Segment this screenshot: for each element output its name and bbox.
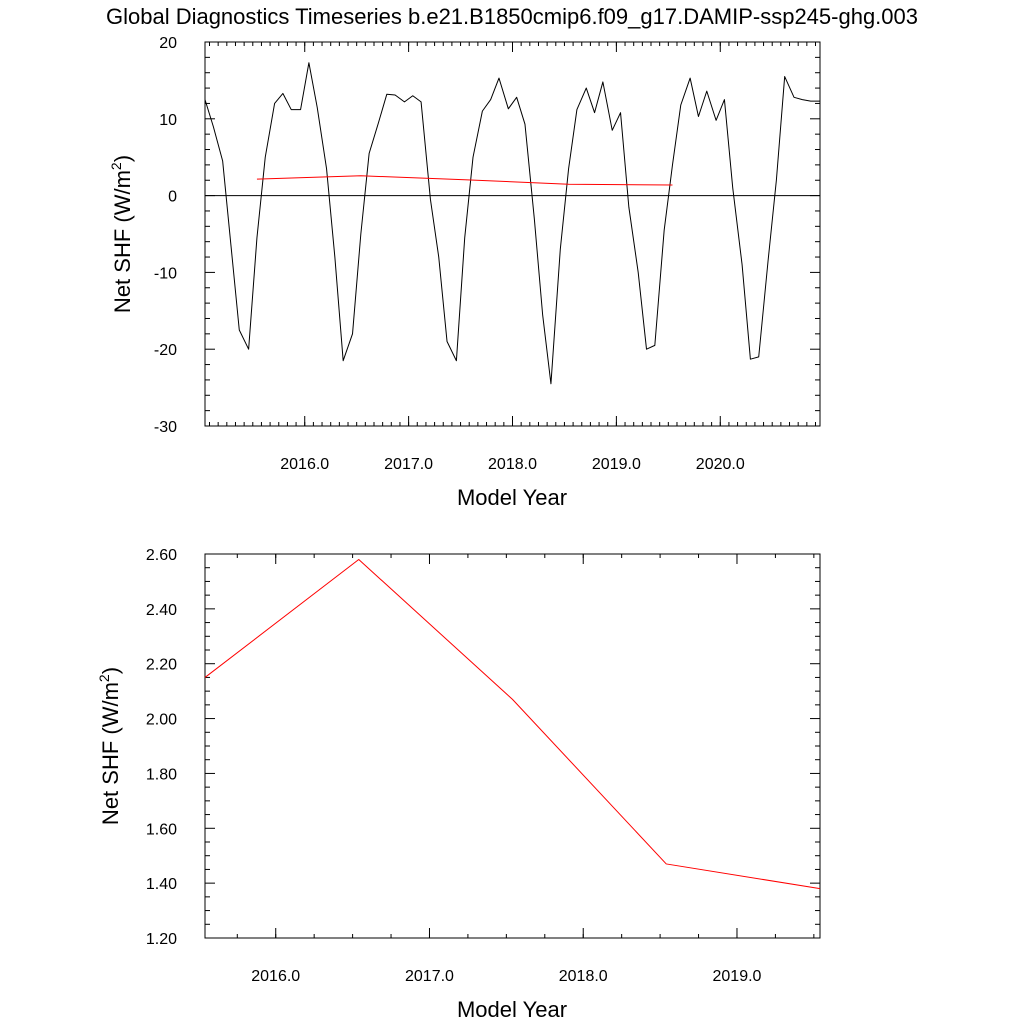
top-x-tick-label: 2017.0 bbox=[384, 456, 433, 473]
bottom-y-tick-label: 1.40 bbox=[146, 876, 177, 893]
bottom-x-tick-label: 2017.0 bbox=[405, 968, 454, 985]
top-y-axis-title-main: Net SHF (W/m bbox=[110, 170, 135, 313]
bottom-plot-area: 2016.0 2017.0 2018.0 2019.0 1.20 1.40 1.60 1.80… bbox=[146, 547, 821, 985]
bottom-y-axis-title: Net SHF (W/m2) bbox=[96, 667, 123, 825]
bottom-x-tick-label: 2018.0 bbox=[559, 968, 608, 985]
top-y-tick-label: 0 bbox=[168, 189, 177, 206]
bottom-x-axis-title: Model Year bbox=[457, 997, 567, 1022]
bottom-y-tick-label: 1.20 bbox=[146, 931, 177, 948]
top-series-line-1 bbox=[256, 175, 673, 186]
figure-title: Global Diagnostics Timeseries b.e21.B185… bbox=[106, 4, 918, 29]
bottom-y-axis-title-main: Net SHF (W/m bbox=[98, 682, 123, 825]
top-plot-area: 2016.0 2017.0 2018.0 2019.0 2020.0 -30 -20 -10 0… bbox=[154, 35, 821, 473]
top-x-axis-title: Model Year bbox=[457, 485, 567, 510]
bottom-y-axis-title-sup: 2 bbox=[96, 674, 112, 682]
bottom-series-line-0 bbox=[204, 558, 821, 890]
top-y-tick-label: -10 bbox=[154, 265, 177, 282]
bottom-plot-frame bbox=[204, 553, 821, 939]
top-y-tick-label: -20 bbox=[154, 342, 177, 359]
top-y-tick-label: -30 bbox=[154, 419, 177, 436]
top-x-tick-label: 2016.0 bbox=[280, 456, 329, 473]
top-x-tick-label: 2020.0 bbox=[696, 456, 745, 473]
top-plot-frame bbox=[204, 41, 821, 427]
top-x-tick-label: 2019.0 bbox=[592, 456, 641, 473]
bottom-x-tick-label: 2019.0 bbox=[713, 968, 762, 985]
bottom-y-tick-label: 1.80 bbox=[146, 766, 177, 783]
top-panel: 2016.0 2017.0 2018.0 2019.0 2020.0 -30 -20 -10 0… bbox=[108, 35, 821, 510]
top-y-tick-label: 10 bbox=[159, 112, 177, 129]
top-y-axis-title-close: ) bbox=[110, 155, 135, 162]
bottom-y-tick-label: 2.20 bbox=[146, 657, 177, 674]
top-y-axis-title-sup: 2 bbox=[108, 162, 124, 170]
bottom-y-axis-title-close: ) bbox=[98, 667, 123, 674]
bottom-y-tick-label: 1.60 bbox=[146, 821, 177, 838]
top-x-tick-label: 2018.0 bbox=[488, 456, 537, 473]
bottom-y-tick-label: 2.00 bbox=[146, 712, 177, 729]
bottom-x-tick-label: 2016.0 bbox=[251, 968, 300, 985]
top-series-line-0 bbox=[204, 62, 820, 385]
top-y-tick-label: 20 bbox=[159, 35, 177, 52]
top-y-axis-title: Net SHF (W/m2) bbox=[108, 155, 135, 313]
bottom-y-tick-label: 2.40 bbox=[146, 602, 177, 619]
bottom-panel: 2016.0 2017.0 2018.0 2019.0 1.20 1.40 1.60 1.80… bbox=[96, 547, 821, 1022]
bottom-y-tick-label: 2.60 bbox=[146, 547, 177, 564]
